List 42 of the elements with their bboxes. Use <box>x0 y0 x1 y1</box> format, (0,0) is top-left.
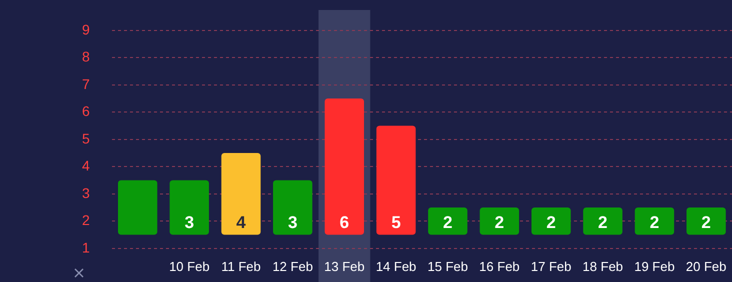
y-tick-label: 4 <box>82 158 90 174</box>
y-tick-label: 1 <box>82 239 90 256</box>
y-tick-label: 2 <box>82 212 90 228</box>
data-label: 2 <box>650 212 660 232</box>
bar <box>273 180 312 235</box>
x-tick-label: 20 Feb <box>686 258 726 274</box>
data-label: 6 <box>340 212 350 232</box>
x-tick-label: 12 Feb <box>272 258 313 274</box>
x-tick-label: 18 Feb <box>582 258 624 274</box>
bar <box>531 208 571 235</box>
data-label: 5 <box>391 212 401 232</box>
x-tick-label: 15 Feb <box>427 258 468 274</box>
x-tick-label: 17 Feb <box>530 258 572 274</box>
bar <box>583 208 622 235</box>
data-label: 2 <box>494 212 504 232</box>
bar <box>686 208 726 235</box>
data-label: 2 <box>546 212 556 232</box>
x-tick-label: 10 Feb <box>169 258 210 274</box>
data-label: 3 <box>288 212 298 232</box>
bar <box>376 126 416 235</box>
data-label: 3 <box>184 212 194 232</box>
y-tick-label: 7 <box>82 76 90 92</box>
bar <box>221 153 261 235</box>
x-tick-label: 13 Feb <box>324 258 365 274</box>
y-tick-label: 8 <box>82 48 90 65</box>
y-tick-label: 6 <box>82 103 90 120</box>
bar <box>170 180 209 235</box>
data-label: 2 <box>598 212 608 232</box>
data-label: 2 <box>701 212 711 232</box>
bar <box>118 180 158 235</box>
bar <box>480 208 520 235</box>
x-tick-label: 11 Feb <box>221 258 261 274</box>
y-tick-label: 5 <box>82 130 90 146</box>
data-label: 2 <box>443 212 452 232</box>
x-tick-label: 14 Feb <box>376 258 416 274</box>
bar <box>428 208 468 235</box>
bar <box>634 208 674 235</box>
y-tick-label: 3 <box>82 184 90 201</box>
x-tick-label: 19 Feb <box>634 258 675 274</box>
data-label: 4 <box>236 212 246 232</box>
x-tick-label: 16 Feb <box>479 258 520 274</box>
y-tick-label: 9 <box>82 21 90 38</box>
